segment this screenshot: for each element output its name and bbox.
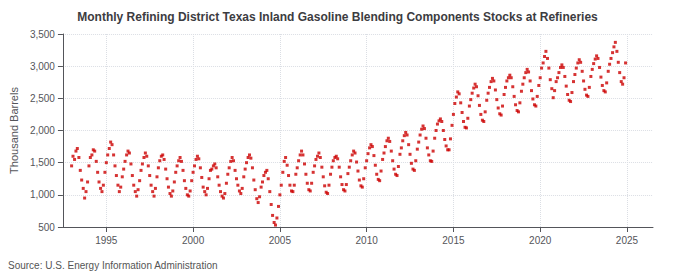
svg-text:1,000: 1,000	[30, 189, 55, 200]
svg-text:Thousand Barrels: Thousand Barrels	[8, 87, 20, 174]
svg-text:1,500: 1,500	[30, 157, 55, 168]
svg-text:2000: 2000	[182, 235, 205, 246]
svg-text:3,500: 3,500	[30, 29, 55, 40]
svg-text:2010: 2010	[356, 235, 379, 246]
svg-text:2025: 2025	[616, 235, 639, 246]
svg-text:2,500: 2,500	[30, 93, 55, 104]
svg-text:2020: 2020	[529, 235, 552, 246]
svg-text:Monthly Refining District Texa: Monthly Refining District Texas Inland G…	[77, 10, 598, 24]
svg-text:500: 500	[38, 222, 55, 233]
svg-text:2,000: 2,000	[30, 125, 55, 136]
svg-text:3,000: 3,000	[30, 61, 55, 72]
svg-text:1995: 1995	[95, 235, 118, 246]
svg-text:Source: U.S. Energy Informatio: Source: U.S. Energy Information Administ…	[8, 260, 218, 271]
svg-text:2005: 2005	[269, 235, 292, 246]
svg-text:2015: 2015	[442, 235, 465, 246]
